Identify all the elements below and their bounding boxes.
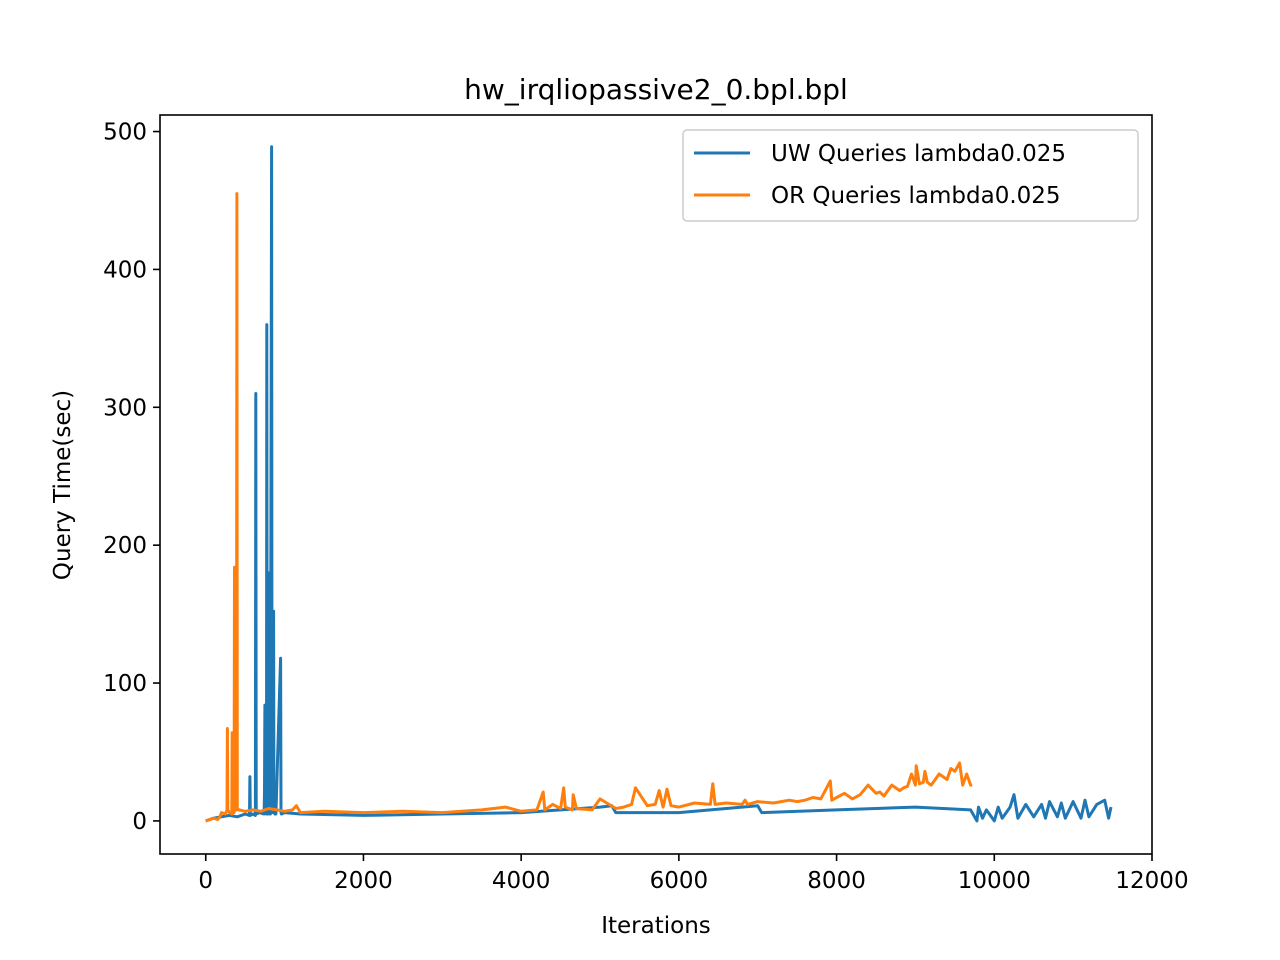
y-tick-label: 0	[132, 809, 147, 835]
x-axis-label: Iterations	[601, 913, 711, 939]
x-tick-label: 4000	[492, 868, 551, 894]
series-layer	[205, 145, 1113, 823]
x-tick-label: 6000	[650, 868, 709, 894]
series-line-uw	[205, 145, 1113, 823]
x-tick-label: 10000	[958, 868, 1031, 894]
x-tick-label: 12000	[1115, 868, 1188, 894]
y-axis-ticks: 0 100 200 300 400 500	[103, 120, 160, 835]
x-tick-label: 0	[198, 868, 213, 894]
legend: UW Queries lambda0.025 OR Queries lambda…	[682, 129, 1139, 222]
y-tick-label: 100	[103, 671, 147, 697]
chart-title: hw_irqliopassive2_0.bpl.bpl	[464, 73, 848, 106]
y-tick-label: 400	[103, 257, 147, 283]
y-tick-label: 200	[103, 533, 147, 559]
y-axis-label: Query Time(sec)	[50, 390, 76, 580]
y-tick-label: 500	[103, 120, 147, 146]
legend-label-or: OR Queries lambda0.025	[771, 183, 1061, 209]
x-tick-label: 2000	[334, 868, 393, 894]
legend-label-uw: UW Queries lambda0.025	[771, 141, 1066, 167]
x-axis-ticks: 0 2000 4000 6000 8000 10000 12000	[198, 854, 1189, 894]
x-tick-label: 8000	[807, 868, 866, 894]
legend-box	[682, 129, 1139, 222]
y-tick-label: 300	[103, 395, 147, 421]
series-line-or	[205, 192, 973, 823]
plot-area-frame	[159, 114, 1153, 855]
